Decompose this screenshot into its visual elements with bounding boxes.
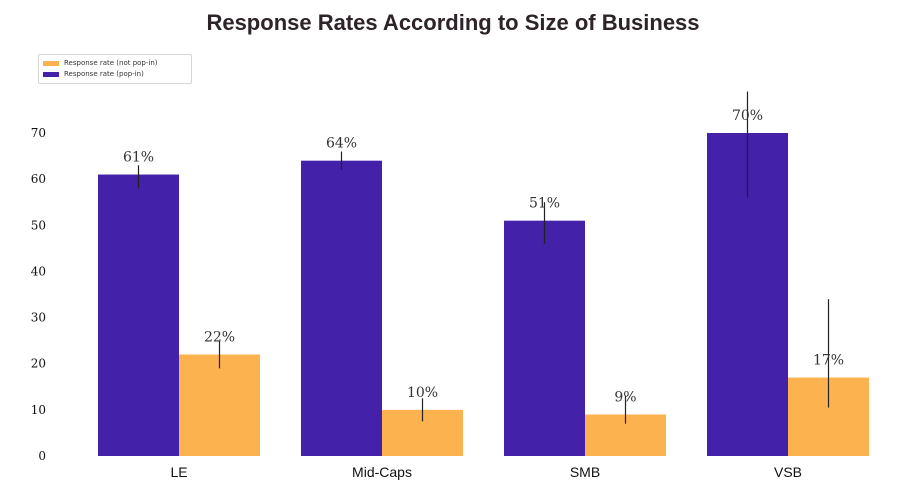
y-tick-label: 0: [38, 449, 46, 463]
x-tick-label: Mid-Caps: [352, 464, 412, 480]
bar: [98, 174, 179, 456]
y-tick-label: 10: [31, 403, 46, 417]
legend-label-pop-in: Response rate (pop-in): [64, 70, 144, 78]
legend-swatch-pop-in: [43, 71, 59, 77]
y-tick-label: 40: [31, 264, 46, 278]
data-label: 61%: [123, 150, 154, 166]
x-tick-label: LE: [170, 464, 187, 480]
bar: [504, 220, 585, 456]
legend-swatch-not-pop-in: [43, 60, 59, 66]
data-label: 51%: [529, 196, 560, 212]
data-label: 22%: [204, 329, 235, 345]
data-label: 17%: [813, 353, 844, 369]
chart-legend: Response rate (not pop-in) Response rate…: [38, 54, 192, 84]
y-tick-label: 30: [31, 311, 46, 325]
y-tick-label: 20: [31, 357, 46, 371]
legend-entry-not-pop-in: Response rate (not pop-in): [43, 58, 158, 68]
x-tick-label: SMB: [570, 464, 600, 480]
x-tick-label: VSB: [774, 464, 802, 480]
data-label: 70%: [732, 108, 763, 124]
y-tick-label: 60: [31, 172, 46, 186]
bar: [301, 160, 382, 456]
legend-entry-pop-in: Response rate (pop-in): [43, 69, 144, 79]
bar: [179, 354, 260, 456]
y-tick-label: 70: [31, 126, 46, 140]
chart-title: Response Rates According to Size of Busi…: [206, 10, 700, 35]
data-label: 9%: [614, 389, 636, 405]
data-label: 10%: [407, 385, 438, 401]
data-label: 64%: [326, 136, 357, 152]
y-tick-label: 50: [31, 218, 46, 232]
legend-label-not-pop-in: Response rate (not pop-in): [64, 59, 158, 67]
